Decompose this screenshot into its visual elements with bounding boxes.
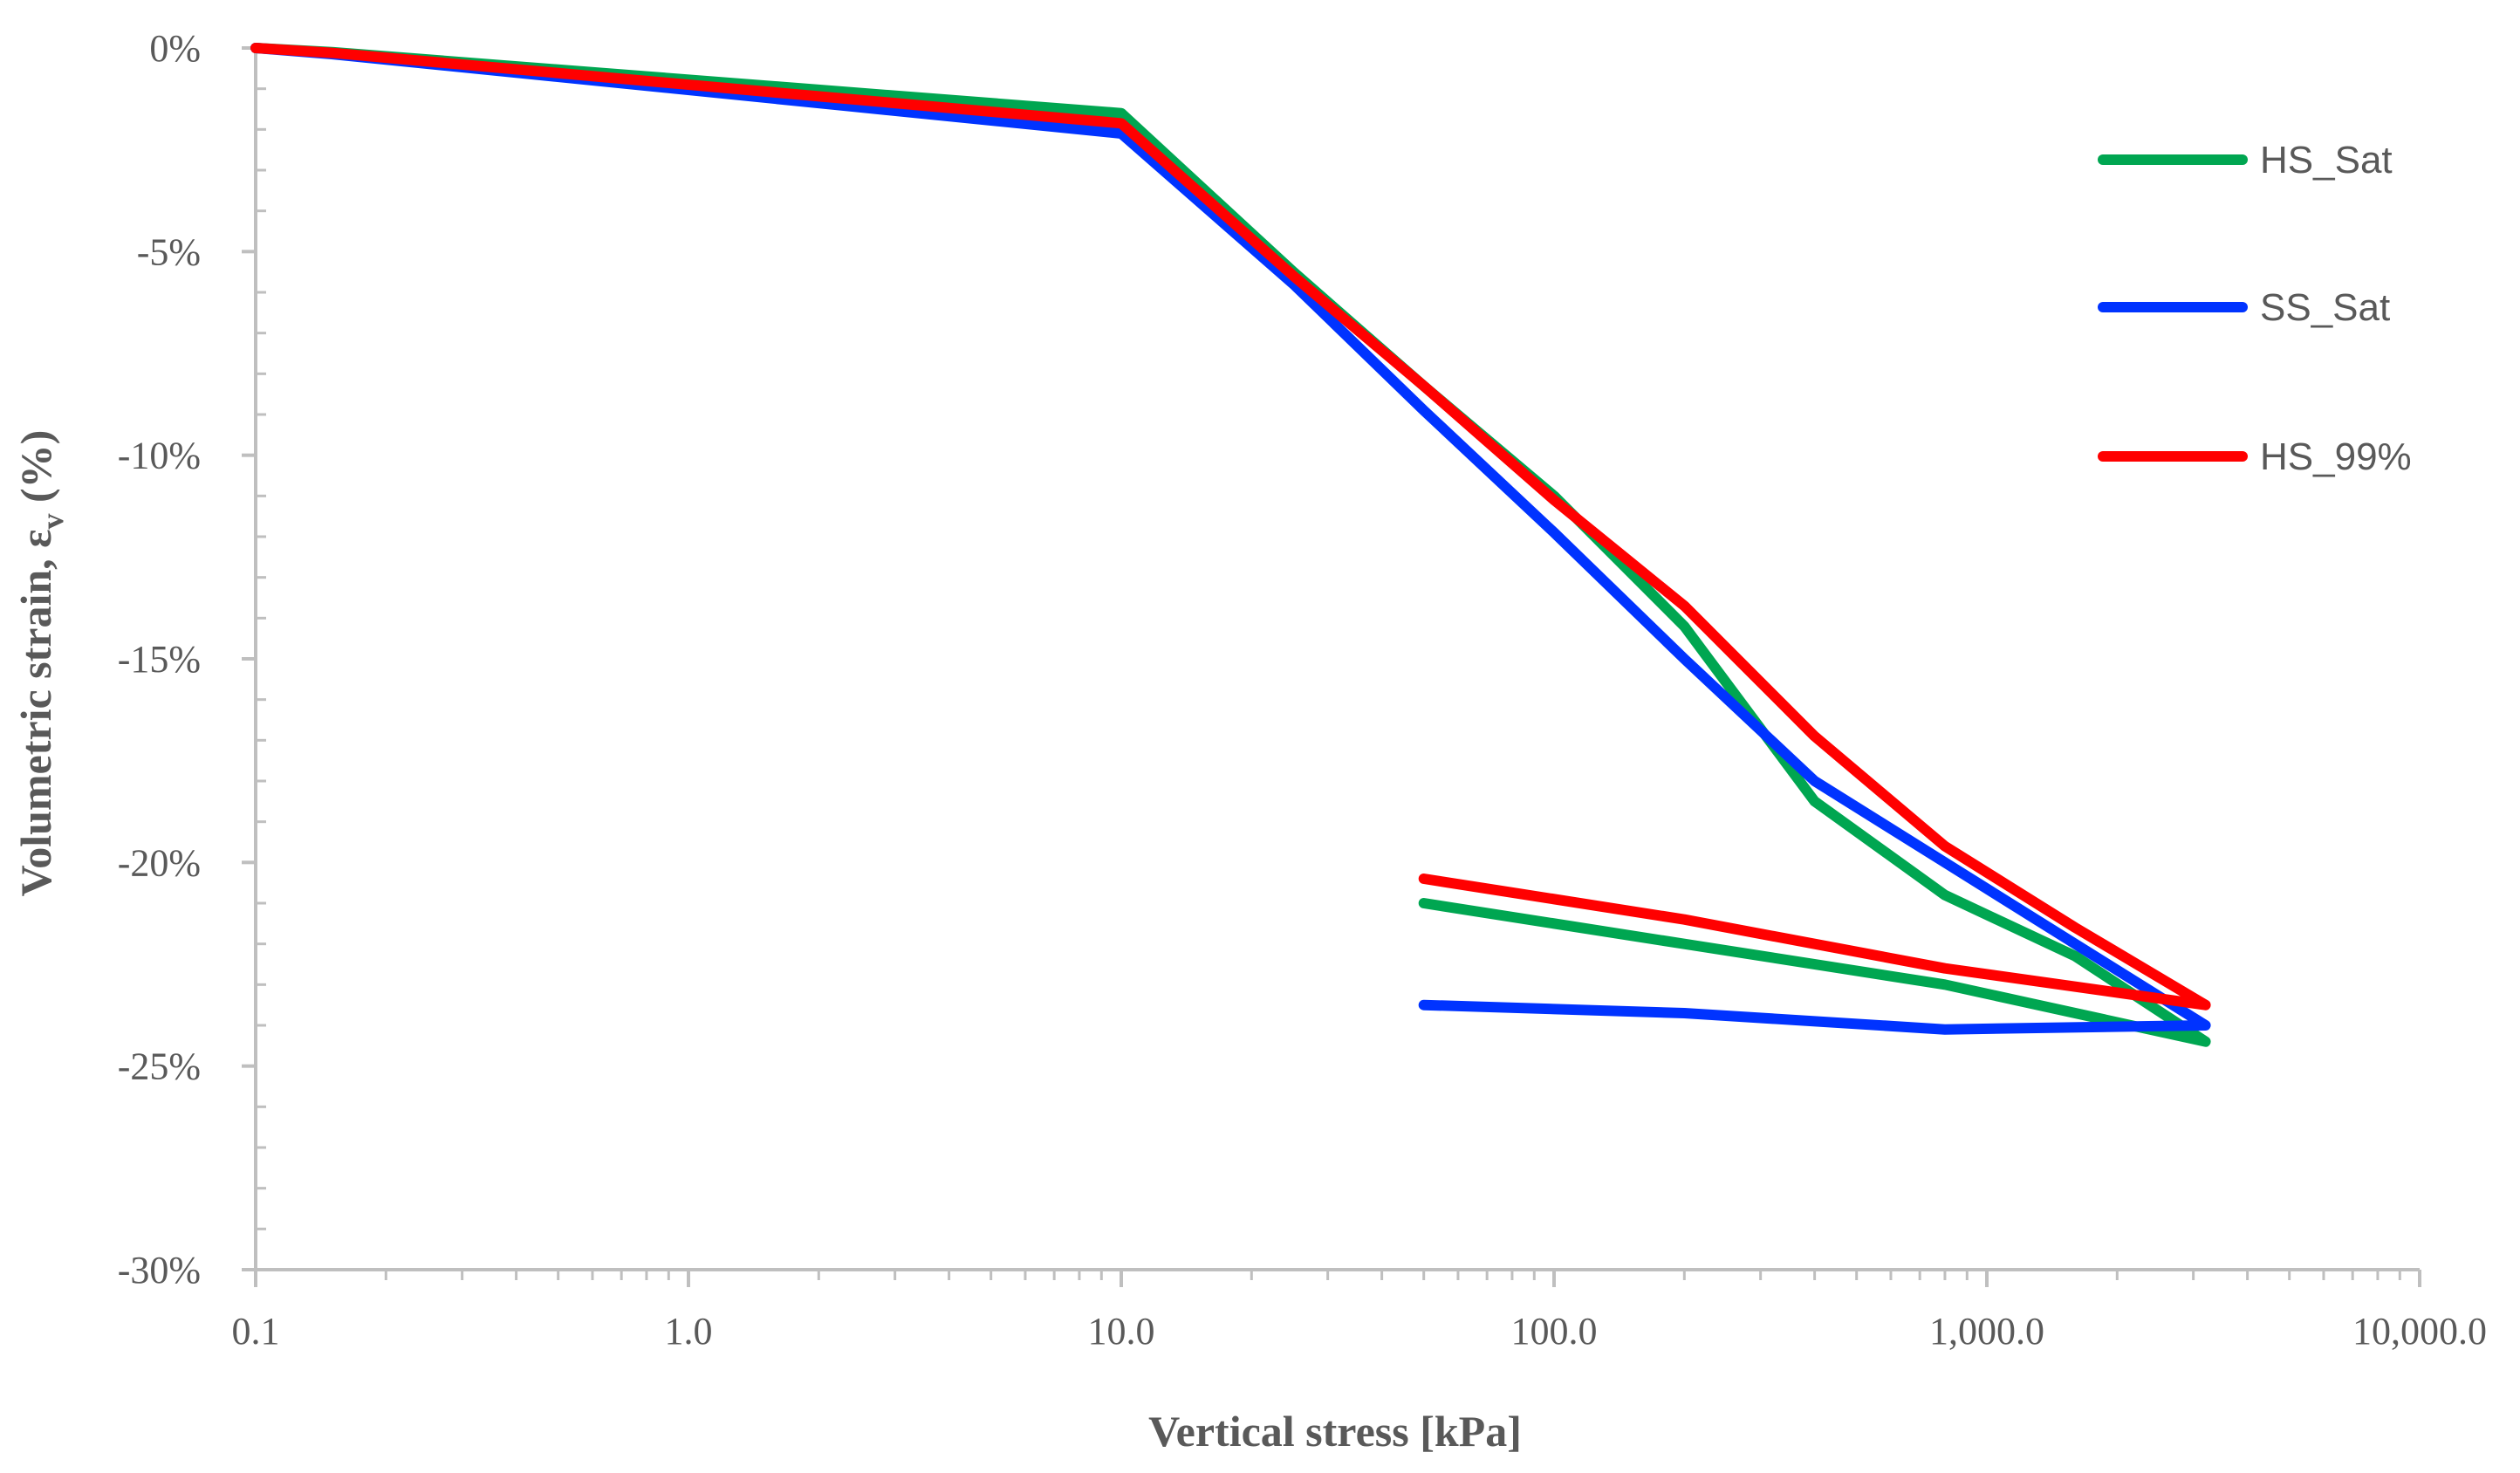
x-tick-label: 10,000.0 [2352,1310,2487,1353]
x-axis-title: Vertical stress [kPa] [1148,1407,1522,1456]
series-line-hs-99- [250,43,2211,1011]
y-axis-title-suffix: (%) [11,430,60,514]
x-tick-label: 1.0 [665,1310,713,1353]
y-tick-label: -20% [118,841,201,884]
legend-item: HS_Sat [2098,139,2393,182]
y-tick-label: -15% [118,638,201,681]
legend: HS_Sat SS_Sat HS_99% [2098,139,2412,478]
x-tick-label: 0.1 [232,1310,280,1353]
y-tick-label: -25% [118,1045,201,1088]
y-tick-label: -5% [137,230,201,273]
y-tick-label: -30% [118,1249,201,1291]
axes [254,48,2420,1271]
legend-label: HS_Sat [2260,139,2393,182]
ticks [242,46,2421,1287]
y-axis-title: Volumetric strain, εv (%) [11,430,70,897]
legend-item: SS_Sat [2098,286,2390,329]
y-tick-label: 0% [149,27,201,70]
x-tick-label: 10.0 [1088,1310,1155,1353]
y-axis-title-subscript: v [35,513,70,529]
y-tick-label: -10% [118,435,201,477]
tick-labels: 0.1 1.0 10.0 100.0 1,000.0 10,000.0 0% -5% -10% -… [118,27,2487,1353]
series-lines [250,43,2211,1047]
x-tick-label: 100.0 [1511,1310,1598,1353]
legend-label: SS_Sat [2260,286,2390,329]
x-tick-label: 1,000.0 [1929,1310,2044,1353]
series-line-hs-sat [250,43,2211,1047]
legend-item: HS_99% [2098,435,2412,478]
series-line-ss-sat [250,43,2211,1035]
legend-label: HS_99% [2260,435,2412,478]
y-axis-title-main: Volumetric strain, ε [11,529,60,896]
